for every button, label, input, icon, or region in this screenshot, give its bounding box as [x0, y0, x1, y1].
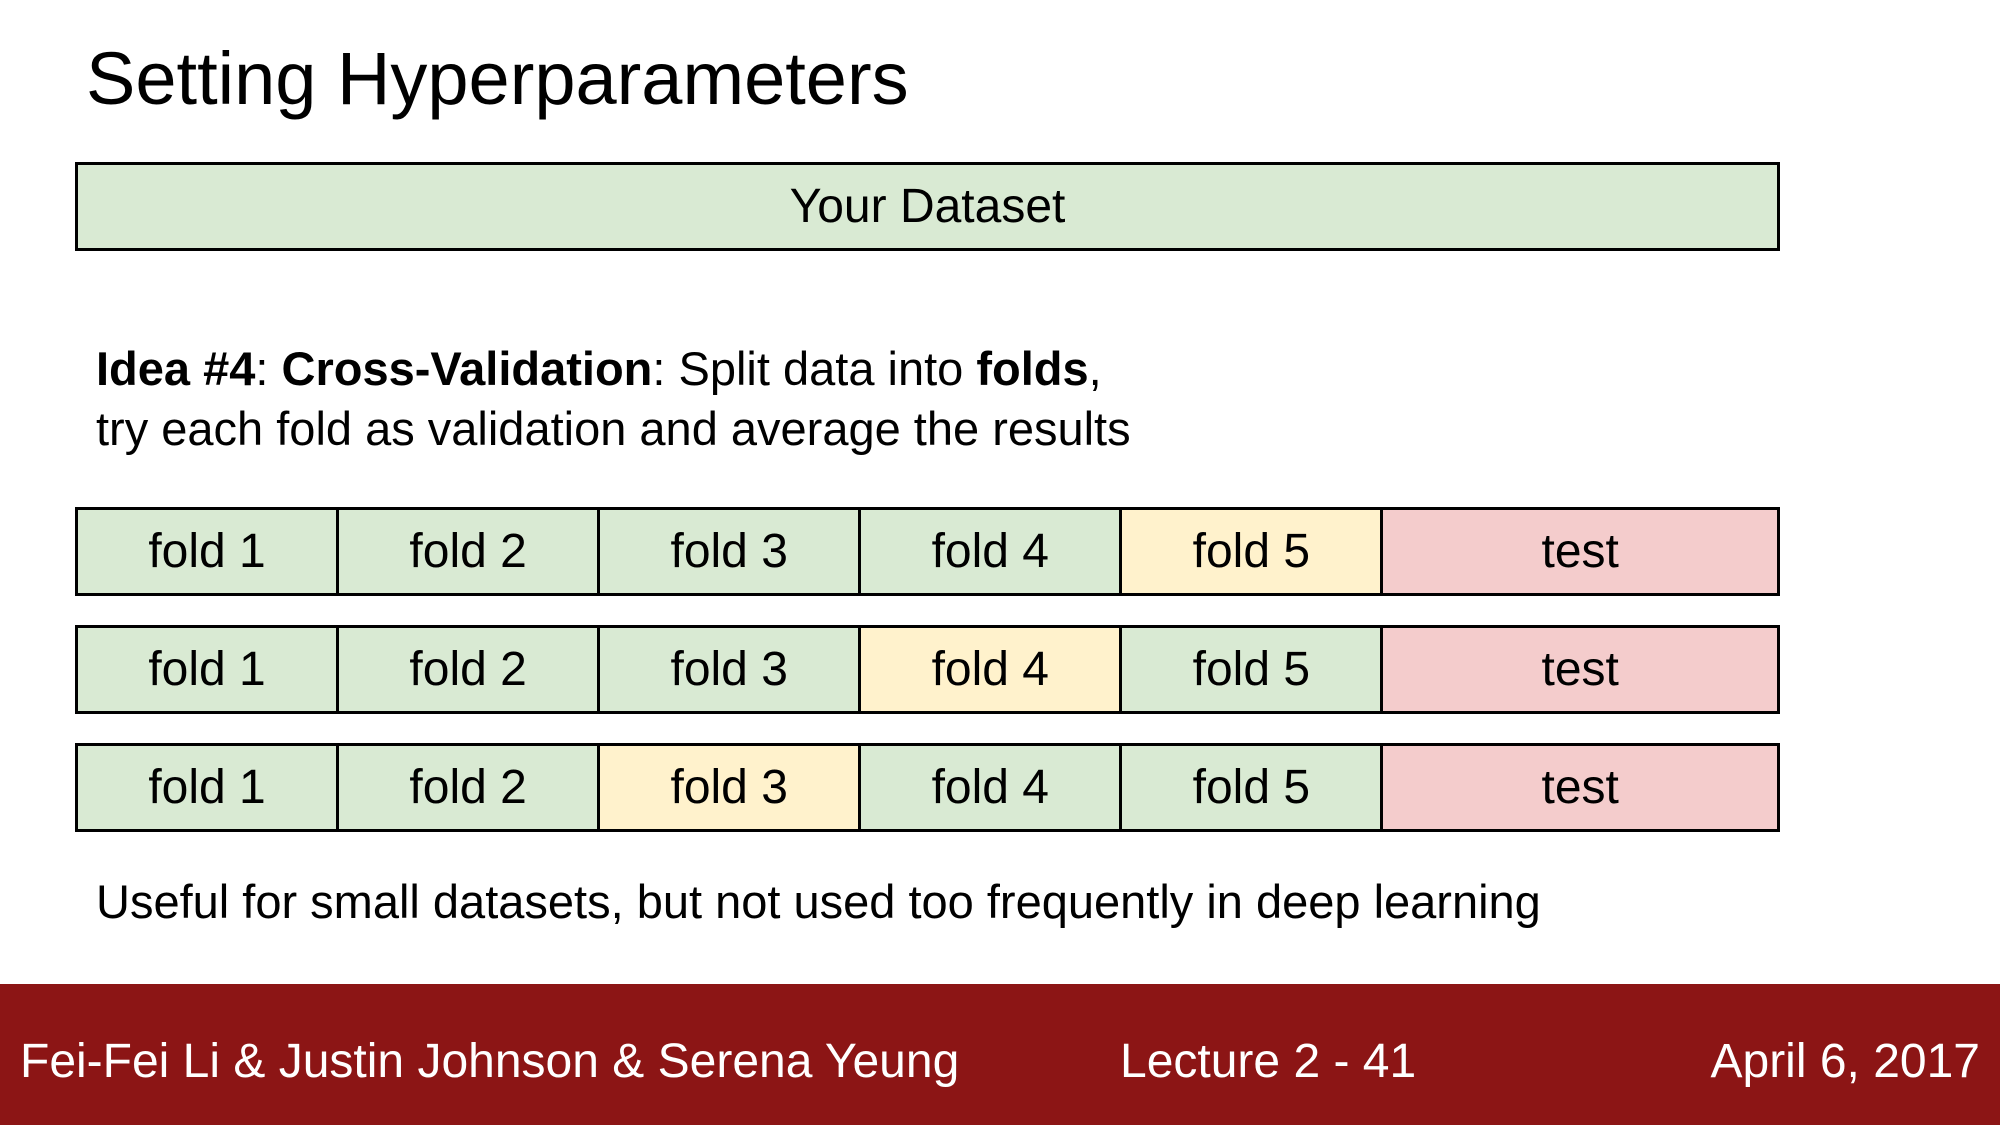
test-cell: test: [1383, 628, 1777, 711]
idea-text-2: ,: [1088, 342, 1102, 395]
train-fold-cell: fold 1: [78, 510, 340, 593]
idea-sep: :: [255, 342, 282, 395]
idea-folds-word: folds: [976, 342, 1089, 395]
fold-row: fold 1 fold 2 fold 3 fold 4 fold 5 test: [75, 507, 1780, 596]
idea-text-1: : Split data into: [652, 342, 977, 395]
train-fold-cell: fold 2: [339, 510, 601, 593]
train-fold-cell: fold 4: [861, 746, 1123, 829]
train-fold-cell: fold 5: [1122, 628, 1384, 711]
train-fold-cell: fold 4: [861, 510, 1123, 593]
validation-fold-cell: fold 5: [1122, 510, 1384, 593]
slide-title: Setting Hyperparameters: [86, 37, 909, 120]
train-fold-cell: fold 3: [600, 510, 862, 593]
footer-date: April 6, 2017: [1710, 1035, 1980, 1088]
fold-row: fold 1 fold 2 fold 3 fold 4 fold 5 test: [75, 625, 1780, 714]
train-fold-cell: fold 3: [600, 628, 862, 711]
footer-lecture: Lecture 2 - 41: [1120, 1035, 1417, 1088]
dataset-box: Your Dataset: [75, 162, 1780, 251]
dataset-label: Your Dataset: [789, 180, 1066, 233]
train-fold-cell: fold 1: [78, 746, 340, 829]
validation-fold-cell: fold 4: [861, 628, 1123, 711]
train-fold-cell: fold 2: [339, 628, 601, 711]
footer-bar: Fei-Fei Li & Justin Johnson & Serena Yeu…: [0, 984, 2000, 1125]
train-fold-cell: fold 2: [339, 746, 601, 829]
fold-row: fold 1 fold 2 fold 3 fold 4 fold 5 test: [75, 743, 1780, 832]
footer-authors: Fei-Fei Li & Justin Johnson & Serena Yeu…: [20, 1035, 960, 1088]
idea-line-2: try each fold as validation and average …: [96, 402, 1131, 455]
idea-line-1: Idea #4: Cross-Validation: Split data in…: [96, 339, 1131, 399]
note-text: Useful for small datasets, but not used …: [96, 875, 1541, 928]
validation-fold-cell: fold 3: [600, 746, 862, 829]
train-fold-cell: fold 5: [1122, 746, 1384, 829]
idea-text: Idea #4: Cross-Validation: Split data in…: [96, 339, 1131, 459]
test-cell: test: [1383, 510, 1777, 593]
train-fold-cell: fold 1: [78, 628, 340, 711]
idea-method: Cross-Validation: [281, 342, 653, 395]
test-cell: test: [1383, 746, 1777, 829]
idea-label: Idea #4: [96, 342, 256, 395]
